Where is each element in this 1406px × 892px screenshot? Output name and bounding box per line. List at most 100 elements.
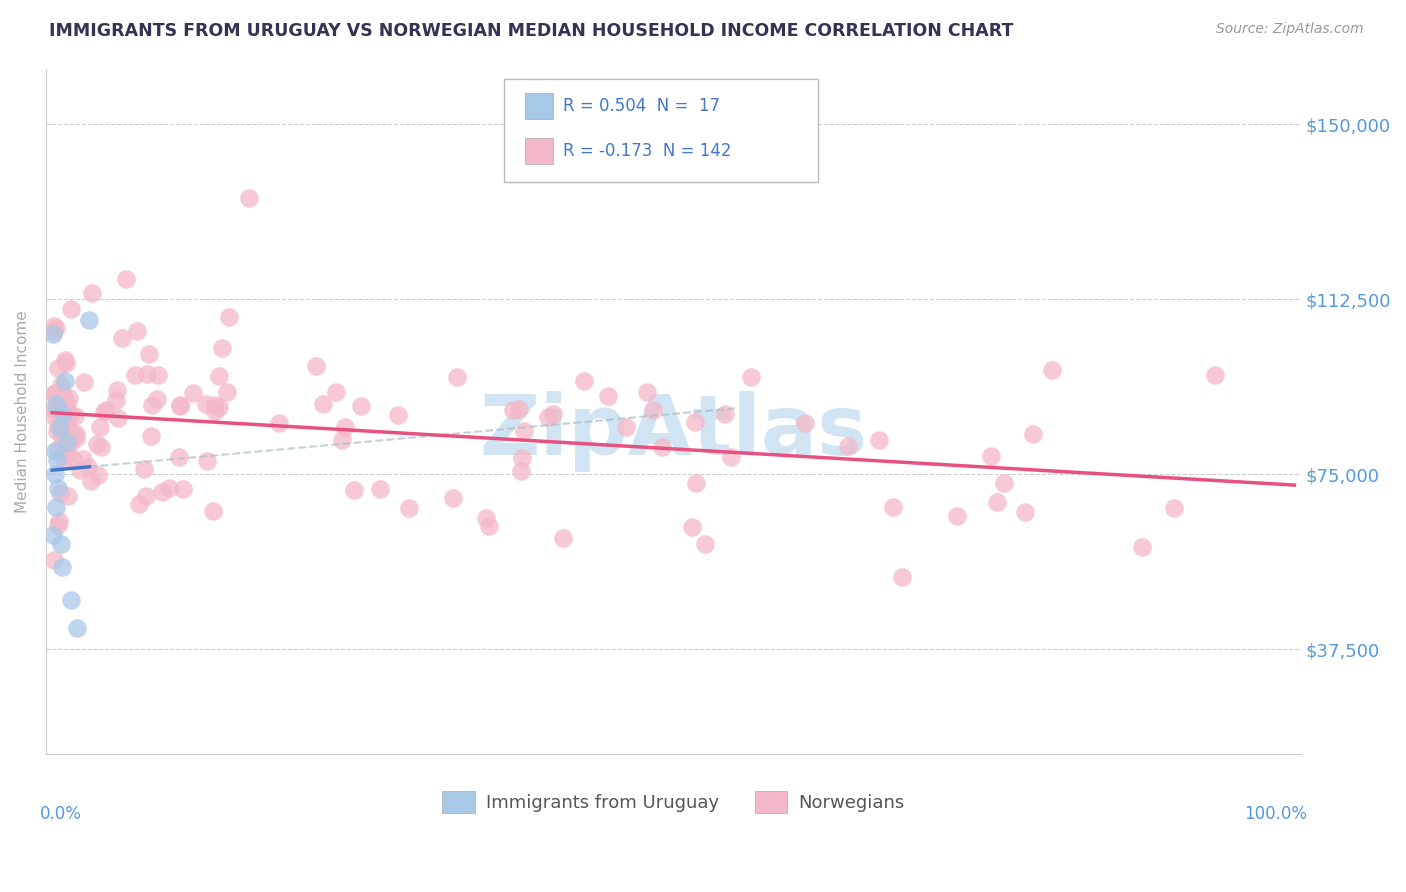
- Point: [89, 419, 111, 434]
- Point: [181, 386, 204, 401]
- Point: [510, 450, 533, 465]
- Point: [1163, 501, 1185, 516]
- Point: [53, 374, 76, 388]
- Point: [58, 391, 80, 405]
- Point: [44, 319, 66, 334]
- Point: [714, 407, 737, 421]
- FancyBboxPatch shape: [503, 78, 818, 182]
- Point: [42, 553, 65, 567]
- Point: [681, 520, 703, 534]
- Point: [59, 437, 82, 451]
- Point: [128, 497, 150, 511]
- Point: [49, 537, 72, 551]
- Point: [169, 398, 191, 412]
- Point: [87, 468, 110, 483]
- Point: [1014, 505, 1036, 519]
- Point: [636, 384, 658, 399]
- Point: [195, 453, 218, 467]
- Point: [541, 407, 564, 421]
- Point: [48, 486, 70, 500]
- Point: [157, 481, 180, 495]
- Point: [304, 359, 326, 373]
- Point: [49, 392, 72, 407]
- Point: [46, 442, 69, 457]
- Text: R = 0.504  N =  17: R = 0.504 N = 17: [562, 96, 720, 115]
- Point: [52, 403, 75, 417]
- Point: [107, 383, 129, 397]
- Point: [474, 511, 496, 525]
- Point: [45, 401, 67, 416]
- Point: [596, 389, 619, 403]
- Point: [510, 464, 533, 478]
- Point: [513, 424, 536, 438]
- Point: [65, 409, 87, 423]
- Point: [125, 324, 148, 338]
- Point: [93, 405, 115, 419]
- Point: [44, 324, 66, 338]
- Point: [48, 420, 70, 434]
- Point: [685, 475, 707, 490]
- Point: [59, 407, 82, 421]
- Point: [49, 378, 72, 392]
- Point: [55, 356, 77, 370]
- Point: [890, 570, 912, 584]
- Point: [60, 301, 83, 316]
- Point: [135, 489, 157, 503]
- Point: [72, 451, 94, 466]
- Point: [720, 450, 742, 465]
- Point: [80, 285, 103, 300]
- Point: [53, 353, 76, 368]
- Point: [508, 402, 530, 417]
- Point: [76, 459, 98, 474]
- Point: [150, 485, 173, 500]
- Point: [51, 560, 73, 574]
- Point: [882, 500, 904, 514]
- Y-axis label: Median Household Income: Median Household Income: [15, 310, 30, 513]
- Point: [551, 531, 574, 545]
- Point: [49, 384, 72, 399]
- Point: [146, 368, 169, 382]
- Point: [65, 431, 87, 445]
- Point: [343, 483, 366, 497]
- Point: [740, 370, 762, 384]
- Text: 100.0%: 100.0%: [1244, 805, 1308, 823]
- Point: [537, 409, 560, 424]
- Point: [139, 429, 162, 443]
- Text: Source: ZipAtlas.com: Source: ZipAtlas.com: [1216, 22, 1364, 37]
- Point: [48, 514, 70, 528]
- Point: [124, 368, 146, 383]
- Point: [48, 392, 70, 407]
- Legend: Immigrants from Uruguay, Norwegians: Immigrants from Uruguay, Norwegians: [434, 784, 911, 821]
- Point: [56, 446, 79, 460]
- Point: [211, 341, 233, 355]
- Point: [980, 449, 1002, 463]
- Point: [56, 434, 79, 449]
- Point: [167, 450, 190, 465]
- Point: [172, 482, 194, 496]
- Point: [44, 467, 66, 482]
- Point: [693, 537, 716, 551]
- Point: [42, 327, 65, 342]
- Point: [478, 519, 501, 533]
- Point: [169, 400, 191, 414]
- Point: [115, 272, 138, 286]
- Point: [52, 389, 75, 403]
- Point: [138, 347, 160, 361]
- Point: [46, 419, 69, 434]
- Point: [44, 386, 66, 401]
- Point: [52, 401, 75, 416]
- Text: R = -0.173  N = 142: R = -0.173 N = 142: [562, 142, 731, 160]
- Point: [333, 419, 356, 434]
- Point: [643, 403, 665, 417]
- Point: [107, 411, 129, 425]
- Point: [72, 375, 94, 389]
- Point: [46, 360, 69, 375]
- Point: [683, 415, 706, 429]
- Point: [45, 397, 67, 411]
- Point: [238, 191, 260, 205]
- Point: [45, 320, 67, 334]
- Point: [45, 500, 67, 514]
- Point: [44, 443, 66, 458]
- Point: [349, 399, 371, 413]
- Point: [53, 452, 76, 467]
